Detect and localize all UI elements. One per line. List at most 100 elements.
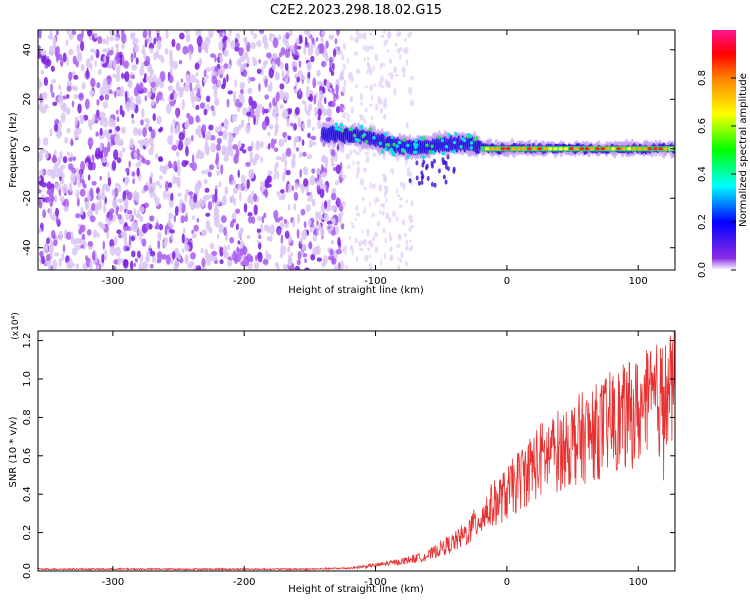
spectrogram-cell — [316, 220, 319, 226]
spectrogram-cell — [80, 174, 85, 180]
spectrogram-cell — [259, 141, 264, 149]
spectrogram-cell — [149, 188, 155, 198]
spectrogram-cell — [188, 191, 194, 196]
spectrogram-cell — [380, 150, 385, 154]
spectrogram-cell — [356, 212, 361, 217]
spectrogram-cell — [68, 48, 74, 56]
spectrogram-cell — [214, 184, 219, 190]
spectrogram-cell — [339, 123, 344, 128]
spectrogram-cell — [285, 32, 290, 40]
spectrogram-cell — [364, 139, 369, 144]
spectrogram-cell — [407, 32, 411, 39]
spectrogram-cell — [312, 230, 317, 236]
spectrogram-cell — [389, 147, 393, 152]
spectrogram-cell — [239, 227, 244, 234]
spectrogram-cell — [381, 62, 386, 67]
spectrogram-cell — [61, 252, 65, 262]
spectrogram-cell — [72, 156, 77, 162]
spectrogram-cell — [38, 189, 42, 194]
spectrogram-cell — [334, 92, 339, 99]
spectrogram-cell — [338, 213, 343, 222]
spectrogram-cell — [558, 147, 563, 151]
spectrogram-cell — [203, 178, 208, 185]
spectrogram-cell — [53, 239, 58, 247]
spectrogram-cell — [243, 203, 248, 213]
spectrogram-cell — [194, 62, 200, 71]
snr-x-tick-label: -200 — [233, 577, 256, 588]
spectrogram-cell — [315, 46, 320, 57]
spectrogram-cell — [402, 138, 406, 142]
spectrogram-cell — [284, 77, 289, 84]
spectrogram-cell — [316, 257, 323, 262]
spectrogram-cell — [256, 215, 263, 222]
spectrogram-cell — [254, 153, 260, 161]
spectrogram-cell — [364, 254, 369, 262]
spectrogram-cell — [331, 254, 335, 265]
spectrogram-cell — [148, 42, 155, 50]
spectrogram-cell — [144, 123, 150, 130]
spectrogram-cell — [154, 196, 160, 207]
spectrogram-cell — [293, 191, 298, 202]
spectrogram-cell — [389, 254, 392, 262]
spectrogram-cell — [379, 209, 382, 215]
spectrogram-cell — [93, 32, 98, 39]
spectrogram-cell — [41, 182, 48, 188]
spectrogram-cell — [265, 250, 269, 258]
spectrogram-cell — [403, 233, 407, 237]
spectrogram-cell — [398, 204, 403, 208]
spectrogram-cell — [135, 193, 140, 203]
spectrogram-cell — [50, 168, 54, 175]
spectrogram-cell — [66, 151, 70, 157]
spectrogram-cell — [136, 167, 140, 177]
spectrogram-cell — [405, 199, 409, 204]
spectrogram-cell — [296, 76, 301, 83]
spectrogram-cell — [253, 204, 258, 216]
spectrogram-cell — [300, 184, 305, 194]
spectrogram-cell — [251, 100, 258, 110]
spectrogram-cell — [307, 132, 311, 139]
snr-x-ticks: -300 -200 -100 0 100 — [102, 331, 648, 588]
spectrogram-cell — [349, 235, 352, 240]
spectrogram-cell — [159, 184, 163, 189]
spectrogram-cell — [371, 236, 376, 242]
spectrogram-cell — [157, 54, 164, 61]
spectrogram-cell — [53, 123, 59, 132]
spectrogram-cell — [191, 232, 197, 239]
spectrogram-cell — [365, 156, 370, 164]
spectrogram-cell — [61, 95, 68, 100]
spectrogram-cell — [137, 250, 141, 259]
spectrogram-cell — [239, 55, 246, 63]
spectrogram-cell — [184, 122, 189, 129]
spectrogram-cell — [303, 221, 307, 229]
spectrogram-cell — [223, 49, 229, 57]
spectrogram-cell — [397, 264, 401, 270]
spectrogram-cell — [338, 262, 341, 270]
spectrogram-cell — [440, 138, 444, 143]
spectrogram-cell — [383, 252, 387, 260]
spectrogram-cell — [342, 112, 348, 116]
spectrogram-cell — [112, 197, 117, 209]
spectrogram-cell — [87, 240, 94, 247]
snr-y-tick-label: 0.6 — [22, 448, 33, 464]
spectrogram-cell — [195, 30, 200, 37]
spectrogram-cell — [320, 164, 324, 173]
spectrogram-cell — [388, 58, 393, 65]
snr-series-line — [38, 331, 675, 571]
spectrogram-cell — [106, 162, 110, 168]
spectrogram-cell — [127, 209, 133, 215]
spectrogram-cell — [365, 46, 370, 53]
spectrogram-cell — [117, 198, 124, 204]
spectrogram-cell — [197, 87, 201, 99]
spectrogram-cell — [261, 107, 265, 116]
spectrogram-cell — [352, 149, 357, 154]
spectrogram-cell — [77, 103, 82, 114]
spectrogram-cell — [616, 147, 621, 151]
spectrogram-cell — [385, 213, 390, 220]
spectrogram-cell — [172, 119, 176, 125]
spectrogram-cell — [178, 132, 185, 141]
spectrogram-cell — [251, 56, 256, 62]
spectrogram-cell — [97, 191, 102, 203]
spectrogram-cell — [278, 195, 285, 201]
spectrogram-cell — [121, 43, 126, 50]
spectrogram-cell — [232, 180, 236, 185]
